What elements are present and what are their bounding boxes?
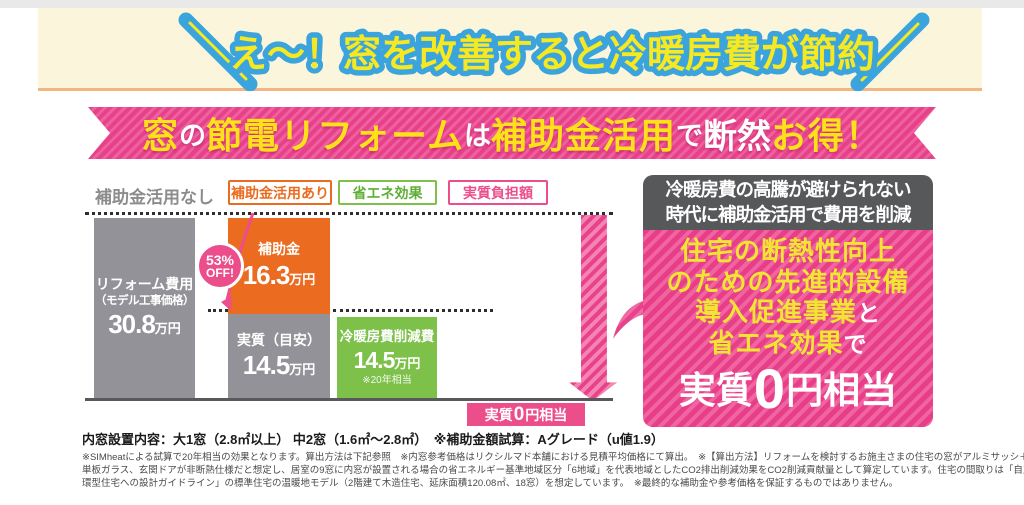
net-zero-digit: 0 (513, 404, 525, 425)
bar-label: 補助金 (258, 241, 300, 257)
bar-actual-cost: 実質（目安） 14.5万円 (228, 314, 330, 399)
bar-label: 冷暖房費削減費 (339, 328, 435, 344)
footnote-line3: 環型住宅への設計ガイドライン」の標準住宅の温暖地モデル（2階建て木造住宅、延床面… (82, 478, 899, 489)
bar-note: ※20年相当 (362, 374, 412, 386)
ribbon-seg: 節電リフォーム (206, 115, 464, 156)
bar-value-row: 14.5万円 (354, 346, 421, 375)
headline-banner: え〜！窓を改善すると冷暖房費が節約 (38, 8, 982, 91)
net-zero-prefix: 実質 (484, 406, 513, 423)
bar-value-row: 30.8万円 (108, 308, 181, 341)
discount-badge: 53% OFF! (196, 242, 244, 290)
headline-title: え〜！窓を改善すると冷暖房費が節約 (229, 34, 875, 76)
bar-value-row: 14.5万円 (243, 349, 316, 382)
ribbon-title: 窓 の 節電リフォーム は 補助金活用 で 断然 お得！ (88, 107, 936, 159)
panel-header-line2: 時代に補助金活用で費用を削減 (665, 203, 911, 225)
panel-zero-digit: 0 (753, 356, 786, 420)
ribbon-seg: は (463, 120, 491, 151)
chart-baseline (85, 398, 613, 401)
discount-off: OFF! (206, 266, 234, 280)
bar-reform-cost: リフォーム費用 （モデル工事価格） 30.8万円 (94, 218, 195, 399)
net-zero-label: 実質 0 円相当 (467, 403, 585, 426)
headline-banner-art: え〜！窓を改善すると冷暖房費が節約 (178, 12, 930, 91)
panel-zero-line: 実質 0 円相当 (678, 356, 898, 420)
program-name-line4: 省エネ効果で (708, 328, 867, 359)
ribbon-seg: の (179, 120, 207, 151)
footnote-line1: ※SIMheatによる試算で20年相当の効果となります。算出方法は下記参照 ※内… (82, 452, 1024, 463)
footnote-line2: 単板ガラス、玄関ドアが非断熱仕様だと想定し、居室の9窓に内窓が設置される場合の省… (82, 465, 1024, 476)
net-zero-suffix: 円相当 (525, 406, 568, 423)
bar-label: 実質（目安） (237, 331, 321, 348)
program-name-line3-main: 導入促進事業 (694, 297, 857, 328)
bar-value: 30.8 (108, 309, 156, 340)
program-name-line1: 住宅の断熱性向上 (679, 236, 896, 266)
ribbon-seg: 窓 (142, 115, 180, 156)
legend-no-subsidy: 補助金活用なし (95, 188, 214, 207)
bar-value: 14.5 (242, 350, 291, 380)
panel-header: 冷暖房費の高騰が避けられない 時代に補助金活用で費用を削減 (643, 175, 933, 230)
bar-energy-saving: 冷暖房費削減費 14.5万円 ※20年相当 (337, 317, 437, 399)
bar-unit: 万円 (394, 355, 421, 371)
legend-with-subsidy: 補助金活用あり (228, 180, 332, 205)
guide-dotted-line-top (85, 212, 613, 215)
ribbon-seg: お得！ (770, 115, 882, 156)
program-name-line3-particle: と (857, 300, 881, 327)
panel-body: 住宅の断熱性向上 のための先進的設備 導入促進事業と 省エネ効果で 実質 0 円… (643, 230, 933, 427)
guide-dotted-line-mid-left (208, 309, 228, 312)
ribbon-seg: で (675, 120, 703, 151)
bar-value-row: 16.3万円 (243, 259, 316, 292)
ribbon-seg: 補助金活用 (490, 115, 676, 156)
legend-eco-effect: 省エネ効果 (338, 180, 437, 205)
bar-unit: 万円 (289, 271, 316, 287)
ribbon-seg: 断然 (702, 117, 771, 156)
top-gray-strip (0, 0, 1024, 8)
net-burden-arrow-icon (569, 215, 617, 401)
program-name-line3: 導入促進事業と (695, 297, 881, 328)
program-name-line4-particle: で (843, 331, 868, 358)
discount-percent: 53% (205, 252, 235, 268)
bar-unit: 万円 (154, 321, 181, 337)
legend-net-burden: 実質負担額 (448, 180, 548, 205)
bar-label: リフォーム費用 (95, 276, 194, 293)
panel-header-line1: 冷暖房費の高騰が避けられない (665, 179, 911, 201)
bar-label: （モデル工事価格） (95, 294, 195, 307)
footnote-spec: 内窓設置内容：大1窓（2.8㎡以上） 中2窓（1.6㎡〜2.8㎡） ※補助金額試… (82, 432, 664, 447)
bar-value: 14.5 (353, 346, 396, 373)
guide-dotted-line-mid-right (333, 309, 493, 312)
panel-tail-icon (613, 301, 645, 339)
program-name-line2: のための先進的設備 (666, 266, 910, 297)
subsidy-info-panel: 冷暖房費の高騰が避けられない 時代に補助金活用で費用を削減 住宅の断熱性向上 の… (643, 175, 933, 427)
panel-zero-prefix: 実質 (678, 370, 753, 412)
program-name-line4-main: 省エネ効果 (708, 328, 844, 359)
bar-value: 16.3 (242, 259, 291, 290)
panel-zero-suffix: 円相当 (786, 370, 898, 412)
bar-unit: 万円 (289, 362, 316, 377)
